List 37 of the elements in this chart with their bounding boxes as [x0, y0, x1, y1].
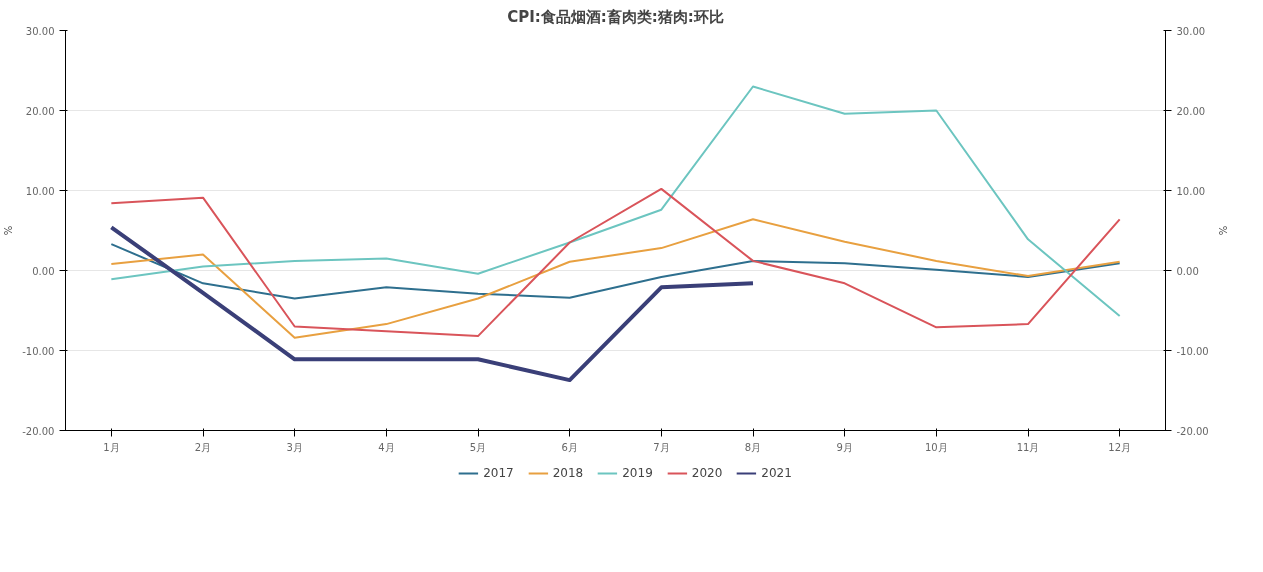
x-tick-label: 8月	[744, 441, 762, 453]
line-series	[110, 243, 1121, 300]
y2-tick-label: -10.00	[1176, 345, 1209, 357]
y2-axis-title: %	[1216, 225, 1228, 236]
x-tick-label: 1月	[103, 441, 120, 453]
legend-label: 2021	[761, 466, 792, 480]
x-tick-label: 9月	[836, 441, 853, 453]
y-tick-label: 10.00	[25, 185, 55, 197]
y-tick-label: 0.00	[32, 265, 55, 277]
x-tick-label: 10月	[924, 441, 948, 453]
x-tick-label: 12月	[1108, 441, 1132, 453]
y2-tick-label: 20.00	[1176, 105, 1206, 117]
y2-tick-label: 10.00	[1176, 185, 1206, 197]
x-tick-label: 6月	[561, 441, 578, 453]
legend-label: 2017	[483, 466, 514, 480]
x-tick-label: 3月	[286, 441, 303, 453]
x-tick-label: 2月	[194, 441, 212, 453]
x-tick-label: 4月	[378, 441, 395, 453]
x-tick-label: 11月	[1016, 441, 1040, 453]
legend-label: 2018	[552, 466, 584, 480]
chart-title: CPI:食品烟酒:畜肉类:猪肉:环比	[507, 7, 724, 26]
legend-label: 2019	[622, 466, 653, 480]
y-axis-title: %	[3, 225, 15, 236]
legend-label: 2020	[691, 466, 723, 480]
y-tick-label: 30.00	[25, 25, 55, 37]
y-tick-label: 20.00	[25, 105, 55, 117]
x-tick-label: 7月	[653, 441, 670, 453]
line-series	[110, 85, 1121, 318]
line-series	[110, 218, 1121, 339]
y2-tick-label: 0.00	[1176, 265, 1199, 277]
y2-tick-label: -20.00	[1176, 425, 1209, 437]
line-series	[110, 187, 1121, 338]
y-tick-label: -20.00	[22, 425, 55, 437]
line-series	[109, 225, 755, 383]
y2-tick-label: 30.00	[1176, 25, 1206, 37]
y-tick-label: -10.00	[22, 345, 55, 357]
x-tick-label: 5月	[469, 441, 487, 453]
